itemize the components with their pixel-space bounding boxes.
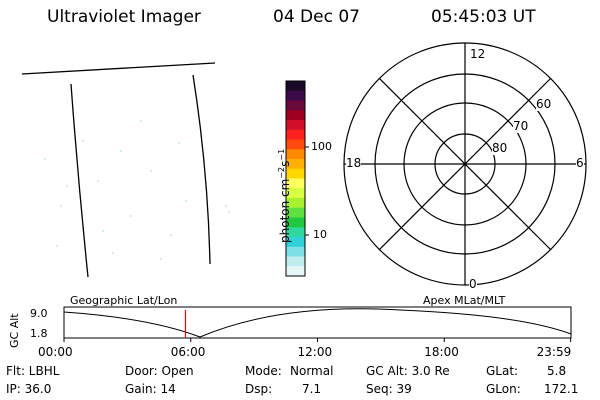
polar-label-mlt-12: 12 [470,47,486,61]
timeline-right-label: Apex MLat/MLT [423,294,506,307]
polar-label-lat-60: 60 [536,97,552,111]
status-mode-value: Normal [290,364,334,378]
colorbar-swatch [286,217,305,228]
colorbar-gradient [286,81,305,277]
colorbar-swatch [286,129,305,141]
status-mode-label: Mode: [245,364,282,378]
timeline-frame [63,306,572,339]
geographic-boundary-top [21,62,216,75]
colorbar-swatch [286,139,305,150]
colorbar-swatch [286,159,305,170]
colorbar-swatch [286,227,305,238]
status-glon-label: GLon: [486,382,521,396]
polar-label-lat-70: 70 [513,119,529,133]
colorbar-swatch [286,110,305,121]
colorbar-swatch [286,237,305,248]
polar-label-lat-80: 80 [492,141,508,155]
polar-label-mlt-0: 0 [469,277,477,291]
timeline-hour-label: 23:59 [536,345,572,359]
status-gain: Gain: 14 [125,382,176,396]
timeline-hour-label: 18:00 [424,345,459,359]
colorbar-swatch [286,246,305,258]
colorbar-swatch [286,188,305,199]
time-label: 05:45:03 UT [431,7,536,27]
polar-diagonal-2 [378,77,552,251]
status-gc-alt: GC Alt: 3.0 Re [366,364,450,378]
timeline-left-label: Geographic Lat/Lon [70,294,178,307]
polar-label-mlt-6: 6 [576,156,584,170]
colorbar-swatch [286,149,305,160]
status-glat-label: GLat: [486,364,519,378]
timeline-altitude-curve [63,308,572,338]
timeline-hour-ticks [63,338,572,342]
date-label: 04 Dec 07 [273,7,360,27]
status-ip: IP: 36.0 [6,382,52,396]
colorbar-swatch [286,168,305,180]
status-door: Door: Open [125,364,194,378]
status-dsp-label: Dsp: [245,382,273,396]
colorbar-swatch [286,100,305,111]
status-seq: Seq: 39 [366,382,412,396]
app-title: Ultraviolet Imager [47,7,201,27]
colorbar-swatch [286,120,305,131]
timeline-tick-low: 1.8 [30,327,48,340]
colorbar-tick-label-10: 10 [313,228,327,241]
status-filter: Flt: LBHL [6,364,60,378]
status-dsp-value: 7.1 [302,382,322,396]
colorbar-swatch [286,81,305,92]
colorbar-swatch [286,90,305,102]
colorbar-swatch [286,266,305,277]
timeline-hour-label: 12:00 [297,345,333,359]
colorbar-swatch [286,207,305,219]
polar-label-mlt-18: 18 [346,156,362,170]
status-glat-value: 5.8 [547,364,567,378]
colorbar-swatch [286,178,305,189]
timeline-hour-label: 06:00 [170,345,206,359]
status-glon-value: 172.1 [544,382,579,396]
geographic-meridian-right [192,74,211,265]
timeline-hour-label: 00:00 [38,345,73,359]
auroral-speckle [44,120,230,260]
colorbar-swatch [286,198,305,209]
colorbar-frame [285,80,306,277]
colorbar-tick-label-100: 100 [311,140,332,153]
timeline-tick-high: 9.0 [30,307,48,320]
geographic-meridian-left [70,83,89,278]
colorbar-swatch [286,256,305,267]
